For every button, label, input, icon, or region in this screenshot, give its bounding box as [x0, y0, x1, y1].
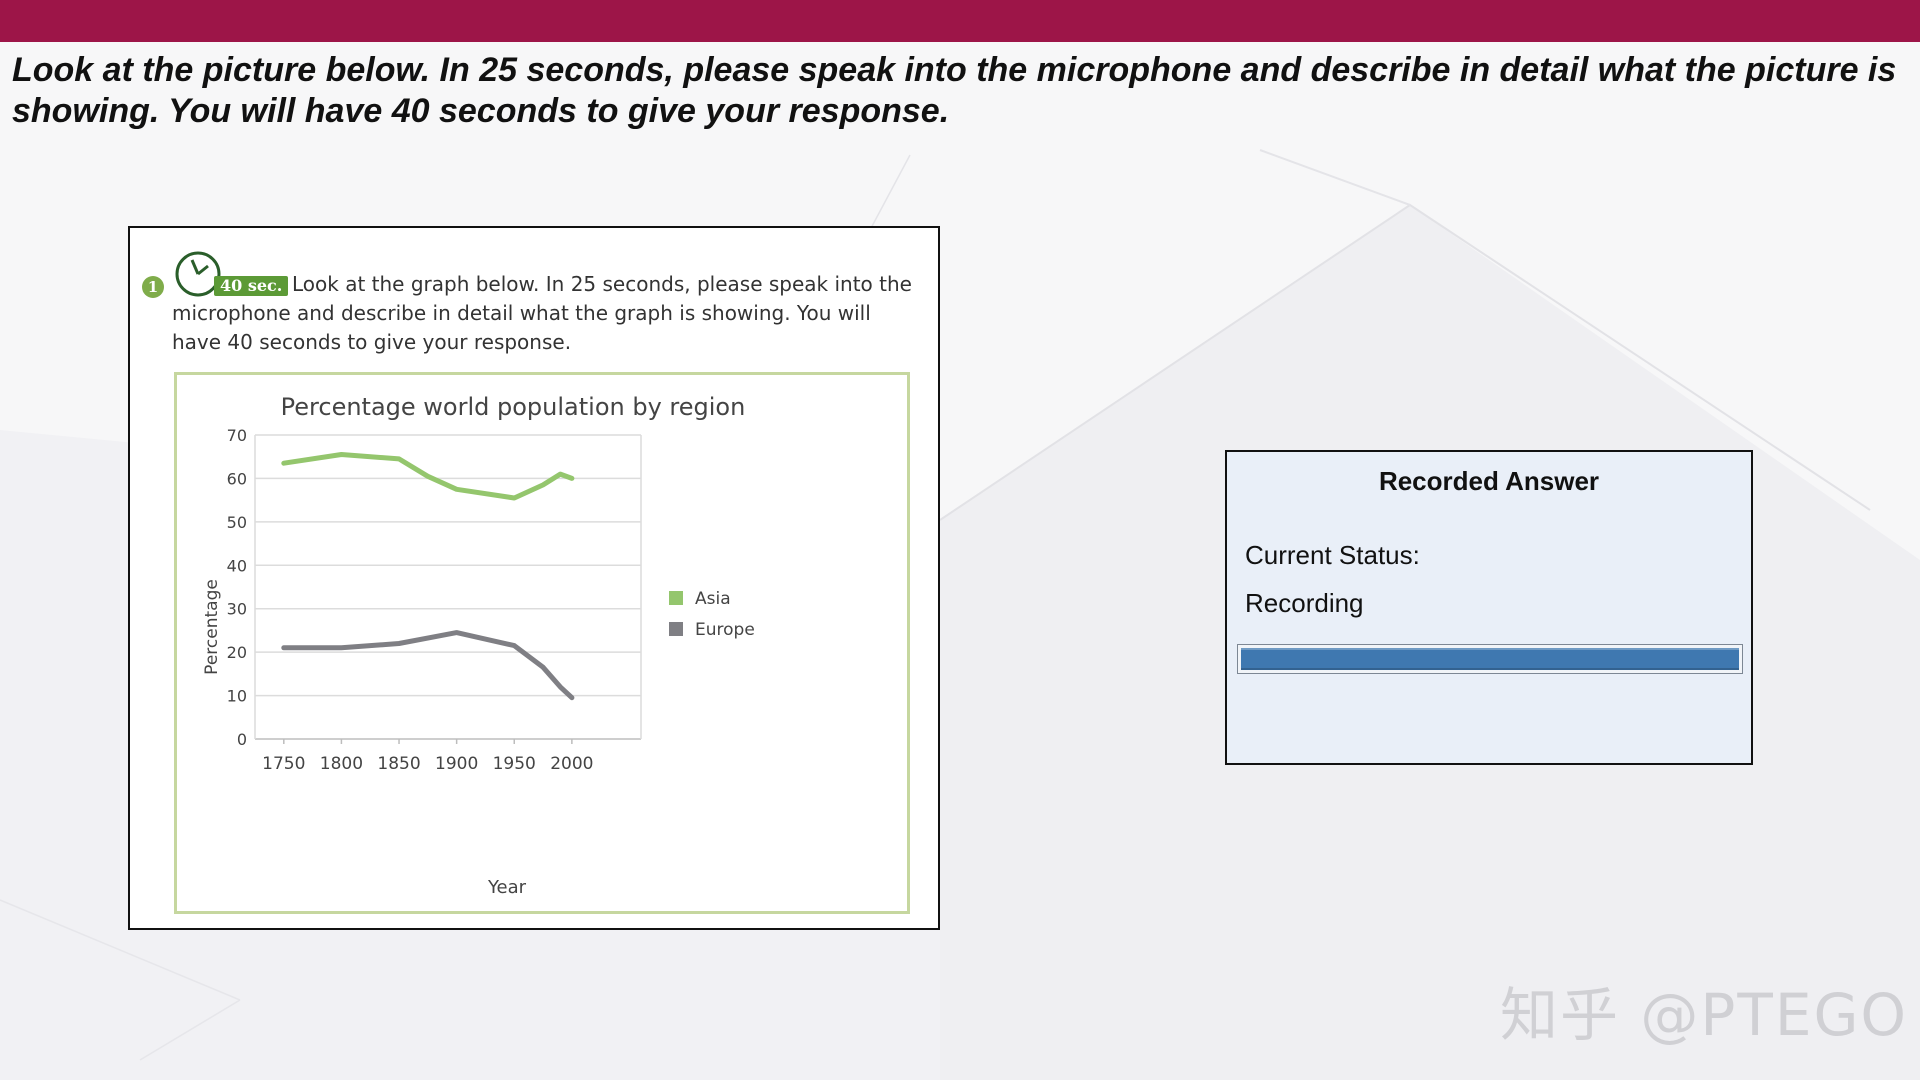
chart-series	[281, 452, 575, 701]
recording-progress-bar	[1237, 644, 1743, 674]
x-axis-label: Year	[487, 877, 527, 898]
status-label: Current Status:	[1245, 540, 1420, 570]
x-tick-label: 1800	[320, 754, 363, 774]
question-image-panel: 1 40 sec. Look at the graph below. In 25…	[128, 226, 940, 930]
recording-progress-fill	[1241, 648, 1739, 670]
y-tick-label: 70	[227, 426, 247, 445]
y-tick-label: 50	[227, 513, 247, 532]
y-axis-ticks: 0 10 20 30 40 50 60 70	[227, 426, 247, 749]
legend-swatch-europe	[669, 622, 683, 636]
series-line-europe	[281, 630, 575, 701]
line-chart: Percentage world population by region 01…	[202, 393, 755, 898]
x-tick-label: 1900	[435, 754, 478, 774]
y-tick-label: 60	[227, 469, 247, 488]
y-tick-label: 40	[227, 556, 247, 575]
y-tick-label: 30	[227, 600, 247, 619]
top-banner	[0, 0, 1920, 42]
question-header: 1 40 sec. Look at the graph below. In 25…	[130, 228, 942, 368]
y-axis-label: Percentage	[202, 579, 222, 675]
legend-swatch-asia	[669, 591, 683, 605]
x-tick-label: 1750	[262, 754, 305, 774]
legend-label-asia: Asia	[695, 589, 731, 609]
clock-icon	[175, 251, 221, 297]
x-tick-label: 1950	[493, 754, 536, 774]
task-instruction: Look at the picture below. In 25 seconds…	[12, 51, 1897, 130]
legend-label-europe: Europe	[695, 620, 755, 640]
status-value: Recording	[1245, 588, 1364, 618]
x-axis-ticks: 1750 1800 1850 1900 1950 2000	[262, 739, 593, 774]
chart-title: Percentage world population by region	[281, 393, 746, 421]
chart-legend: Asia Europe	[669, 589, 755, 640]
chart-grid	[254, 434, 642, 740]
y-tick-label: 0	[237, 730, 247, 749]
y-tick-label: 20	[227, 643, 247, 662]
recorded-answer-panel: Recorded Answer Current Status: Recordin…	[1225, 450, 1753, 765]
time-limit-badge: 40 sec.	[214, 276, 289, 296]
x-tick-label: 2000	[550, 754, 593, 774]
question-prompt-text: Look at the graph below. In 25 seconds, …	[172, 272, 912, 354]
y-tick-label: 10	[227, 687, 247, 706]
series-line-asia	[281, 452, 575, 501]
x-tick-label: 1850	[377, 754, 420, 774]
question-number-badge: 1	[142, 276, 164, 298]
recorder-title: Recorded Answer	[1378, 466, 1600, 496]
watermark: 知乎 @PTEGO	[1500, 981, 1909, 1049]
